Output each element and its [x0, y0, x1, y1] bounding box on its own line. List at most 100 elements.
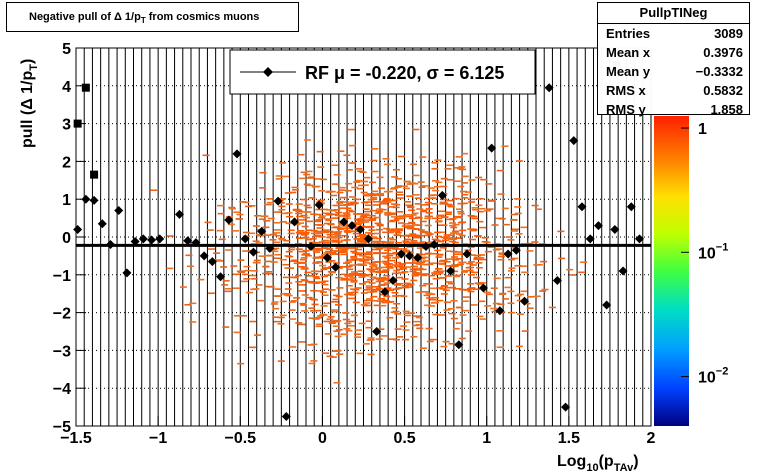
heatmap-cell — [315, 325, 323, 328]
heatmap-cell — [384, 211, 392, 214]
heatmap-cell — [471, 217, 479, 220]
profile-point — [610, 224, 620, 234]
heatmap-cell — [445, 275, 453, 277]
heatmap-cell — [315, 270, 323, 273]
heatmap-cell — [350, 250, 358, 253]
heatmap-cell — [392, 206, 400, 209]
heatmap-cell — [244, 269, 252, 272]
heatmap-cell — [285, 212, 293, 214]
x-axis-title-part: TAv — [614, 462, 634, 474]
heatmap-cell — [416, 273, 424, 276]
heatmap-cell — [470, 215, 478, 218]
heatmap-cell — [454, 215, 462, 218]
heatmap-cell — [472, 276, 480, 279]
heatmap-cell — [253, 259, 261, 262]
heatmap-cell — [445, 211, 453, 214]
heatmap-cell — [384, 263, 392, 266]
heatmap-cell — [273, 320, 281, 323]
heatmap-cell — [166, 267, 174, 270]
heatmap-cell — [419, 156, 427, 158]
heatmap-cell — [376, 224, 384, 227]
heatmap-cell — [303, 204, 311, 207]
heatmap-cell — [386, 242, 394, 244]
heatmap-cell — [179, 286, 187, 288]
heatmap-cell — [426, 340, 434, 343]
heatmap-cell — [459, 288, 467, 291]
heatmap-cell — [364, 210, 372, 213]
heatmap-cell — [325, 250, 333, 253]
heatmap-cell — [254, 214, 262, 217]
heatmap-cell — [222, 280, 230, 282]
heatmap-cell — [228, 207, 236, 210]
heatmap-cell — [348, 162, 356, 164]
heatmap-cell — [419, 220, 427, 223]
heatmap-cell — [279, 198, 287, 200]
heatmap-cell — [351, 274, 359, 276]
heatmap-cell — [222, 326, 230, 328]
heatmap-cell — [385, 262, 393, 265]
heatmap-cell — [388, 259, 396, 262]
heatmap-cell — [508, 267, 516, 269]
heatmap-cell — [317, 166, 325, 168]
heatmap-cell — [384, 201, 392, 203]
heatmap-cell — [311, 270, 319, 272]
heatmap-cell — [392, 168, 400, 171]
heatmap-cell — [490, 307, 498, 310]
heatmap-cell — [431, 272, 439, 274]
heatmap-cell — [383, 197, 391, 200]
heatmap-cell — [278, 208, 286, 211]
heatmap-cell — [344, 322, 352, 325]
heatmap-cell — [362, 219, 370, 221]
heatmap-cell — [314, 213, 322, 216]
profile-point — [130, 237, 140, 247]
heatmap-cell — [340, 227, 348, 230]
heatmap-cell — [348, 297, 356, 300]
heatmap-cell — [363, 176, 371, 179]
profile-point — [122, 268, 132, 278]
heatmap-cell — [372, 285, 380, 288]
heatmap-cell — [453, 274, 461, 277]
heatmap-cell — [308, 176, 316, 178]
heatmap-cell — [288, 246, 296, 249]
heatmap-cell — [246, 291, 254, 294]
heatmap-cell — [387, 247, 395, 250]
heatmap-cell — [297, 153, 305, 156]
heatmap-cell — [511, 228, 519, 231]
heatmap-cell — [358, 233, 366, 236]
heatmap-cell — [406, 183, 414, 185]
heatmap-cell — [387, 252, 395, 255]
heatmap-cell — [321, 283, 329, 286]
heatmap-cell — [375, 266, 383, 269]
heatmap-cell — [214, 259, 222, 261]
heatmap-cell — [402, 187, 410, 190]
heatmap-cell — [383, 295, 391, 298]
heatmap-cell — [341, 248, 349, 250]
heatmap-cell — [355, 264, 363, 266]
heatmap-cell — [504, 276, 512, 279]
title-box: Negative pull of Δ 1/pT from cosmics muo… — [6, 2, 299, 32]
heatmap-cell — [339, 251, 347, 253]
heatmap-cell — [243, 278, 251, 280]
heatmap-cell — [442, 340, 450, 343]
x-tick-label: 0.5 — [393, 430, 415, 447]
heatmap-cell — [328, 289, 336, 291]
heatmap-cell — [338, 189, 346, 191]
profile-point — [520, 296, 529, 306]
heatmap-cell — [406, 227, 414, 230]
heatmap-cell — [469, 264, 477, 266]
heatmap-cell — [409, 262, 417, 264]
heatmap-cell — [458, 337, 466, 340]
stats-value: 1.858 — [710, 102, 743, 117]
heatmap-cell — [459, 229, 467, 232]
heatmap-cell — [350, 257, 358, 259]
heatmap-cell — [301, 254, 309, 256]
heatmap-cell — [502, 223, 510, 226]
heatmap-cell — [384, 214, 392, 216]
heatmap-cell — [365, 251, 373, 253]
heatmap-cell — [394, 217, 402, 220]
heatmap-cell — [407, 225, 415, 228]
heatmap-cell — [313, 241, 321, 244]
heatmap-cell — [487, 246, 495, 248]
heatmap-cell — [300, 257, 308, 259]
heatmap-cell — [426, 233, 434, 235]
